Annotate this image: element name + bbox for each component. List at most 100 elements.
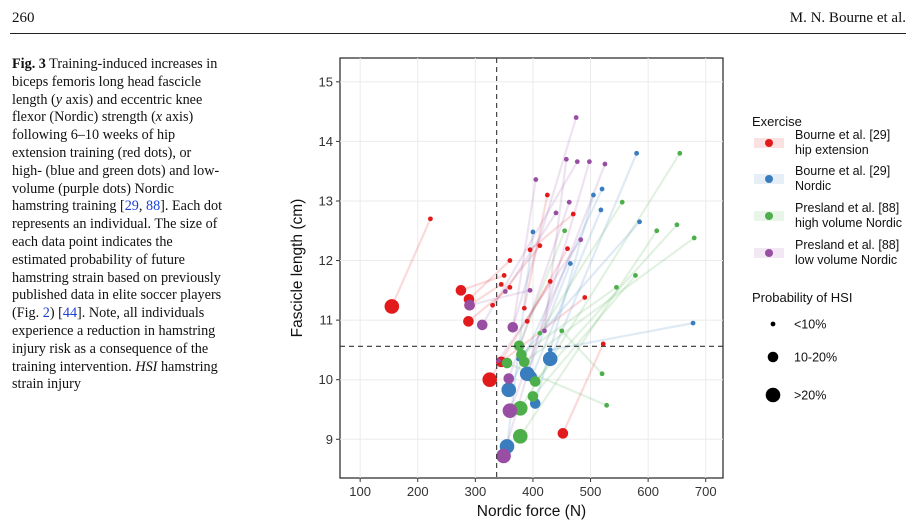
post-training-point [547, 279, 553, 284]
pre-training-point [542, 351, 558, 367]
pre-training-point [464, 299, 475, 311]
post-training-point [563, 156, 569, 162]
caption-abbreviation: HSI [135, 358, 158, 375]
post-training-point [544, 192, 550, 198]
post-training-point [654, 228, 660, 234]
pre-training-point [524, 318, 530, 324]
legend-label: high volume Nordic [795, 216, 902, 230]
change-line [491, 244, 541, 306]
citation-link[interactable]: 29 [124, 198, 139, 215]
post-training-point [566, 199, 572, 205]
pre-training-point [510, 325, 516, 331]
pre-training-point [455, 285, 467, 296]
y-tick-label: 15 [319, 74, 333, 89]
y-tick-label: 11 [320, 313, 334, 328]
post-training-point [507, 258, 513, 263]
change-line [518, 230, 566, 347]
post-training-point [634, 150, 640, 156]
legend-title: Exercise [752, 114, 802, 129]
change-line [532, 274, 637, 398]
legend-size-dot [767, 351, 779, 363]
x-tick-label: 400 [522, 484, 544, 499]
pre-training-point [547, 347, 553, 353]
post-training-point [591, 192, 596, 198]
change-line [519, 152, 681, 409]
post-training-point [533, 177, 539, 182]
post-training-point [633, 273, 638, 278]
post-training-point [691, 235, 697, 241]
x-tick-label: 200 [407, 484, 429, 499]
caption-text: ]. Note, all individuals experience a re… [12, 305, 216, 375]
post-training-point [604, 402, 610, 408]
pre-training-point [502, 403, 518, 418]
pre-training-point [503, 373, 515, 384]
change-line [517, 221, 641, 360]
pre-training-point [482, 372, 498, 388]
change-line [560, 330, 603, 375]
x-tick-label: 100 [349, 484, 371, 499]
pre-training-point [496, 448, 511, 464]
post-training-point [602, 161, 608, 167]
post-training-point [537, 243, 543, 249]
pre-training-point [501, 382, 517, 398]
legend-size-label: >20% [794, 389, 826, 403]
legend-label: hip extension [795, 143, 869, 157]
y-tick-label: 14 [319, 134, 333, 149]
legend-label: Bourne et al. [29] [795, 164, 890, 178]
post-training-point [677, 150, 683, 156]
legend-key-dot [765, 212, 773, 220]
change-line [511, 179, 537, 329]
legend-key-dot [765, 139, 773, 147]
change-line [468, 283, 502, 307]
post-training-point [553, 210, 559, 216]
post-training-point [428, 216, 433, 222]
change-line [390, 218, 432, 307]
change-line [561, 343, 605, 434]
running-head: M. N. Bourne et al. [789, 10, 906, 26]
pre-training-point [521, 305, 527, 311]
plot-panel [339, 57, 724, 479]
post-training-point [674, 222, 680, 228]
post-training-point [690, 320, 696, 326]
legend-key-dot [765, 249, 773, 257]
change-line [549, 152, 638, 360]
legend-size-dot [765, 387, 781, 403]
legend-size-label: 10-20% [794, 351, 837, 365]
figure-label: Fig. 3 [12, 56, 46, 72]
change-line [526, 248, 569, 322]
change-line [467, 286, 511, 323]
y-axis-title: Fascicle length (cm) [289, 199, 306, 338]
legend-label: Nordic [795, 179, 831, 193]
pre-training-point [502, 289, 508, 294]
citation-link[interactable]: 88 [145, 198, 161, 215]
change-line [534, 224, 678, 383]
post-training-point [637, 219, 642, 225]
x-tick-label: 600 [637, 484, 659, 499]
pre-training-point [463, 316, 474, 327]
change-line [526, 263, 572, 375]
change-line [530, 209, 602, 378]
caption-text: hamstring strain injury [12, 358, 218, 393]
change-line [529, 213, 574, 251]
x-tick-label: 500 [580, 484, 602, 499]
post-training-point [600, 341, 606, 347]
pre-training-point [476, 319, 488, 331]
post-training-point [598, 207, 604, 213]
figure-link[interactable]: 2 [42, 305, 50, 322]
post-training-point [582, 295, 588, 300]
change-line [519, 230, 658, 437]
post-training-point [586, 159, 592, 165]
post-training-point [562, 228, 568, 234]
post-training-point [507, 284, 513, 290]
change-line [543, 159, 568, 331]
change-line [497, 239, 582, 362]
y-tick-label: 10 [319, 372, 333, 387]
legend-label: low volume Nordic [795, 253, 897, 267]
y-tick-label: 13 [319, 193, 333, 208]
x-tick-label: 700 [695, 484, 717, 499]
citation-link[interactable]: 44 [62, 305, 78, 322]
post-training-point [573, 115, 579, 120]
change-line [504, 212, 557, 293]
change-line [511, 117, 578, 328]
